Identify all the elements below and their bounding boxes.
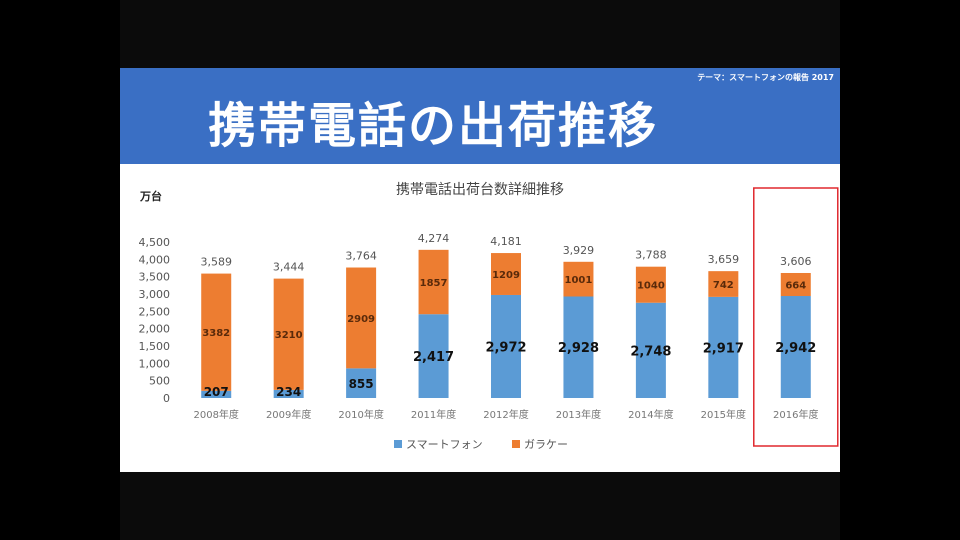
data-label-smartphone: 2,417 (413, 350, 454, 365)
y-tick-label: 3,000 (139, 288, 171, 301)
chart-area: 携帯電話出荷台数詳細推移 万台 0 500 1,000 1,500 2,000 2,500 3,… (120, 164, 840, 472)
bar-smartphone (273, 389, 304, 398)
x-tick-label: 2012年度 (483, 408, 528, 421)
y-tick-label: 1,000 (139, 357, 171, 370)
data-label-total: 3,589 (200, 256, 232, 269)
x-tick-label: 2010年度 (338, 408, 383, 421)
data-label-total: 3,444 (273, 261, 305, 274)
data-label-smartphone: 2,972 (485, 340, 526, 355)
bar-feature-phone (708, 271, 739, 297)
bar-smartphone (491, 294, 521, 398)
bar-smartphone (418, 314, 449, 398)
bar-smartphone (563, 296, 594, 398)
theme-label: テーマ：スマートフォンの報告 2017 (697, 73, 834, 82)
bar-feature-phone (201, 273, 232, 391)
legend-label-feature-phone: ガラケー (524, 438, 568, 451)
x-tick-label: 2009年度 (266, 408, 311, 421)
bar-feature-phone (491, 253, 521, 295)
bar-feature-phone (780, 272, 811, 297)
bar-feature-phone (418, 249, 449, 315)
slide-top-bar (120, 0, 840, 68)
data-label-feature-phone: 742 (713, 280, 734, 291)
data-label-total: 3,764 (345, 250, 377, 263)
y-tick-label: 1,500 (139, 340, 171, 353)
slide: テーマ：スマートフォンの報告 2017 携帯電話の出荷推移 携帯電話出荷台数詳細… (120, 0, 840, 540)
data-label-total: 3,788 (635, 249, 667, 262)
x-tick-label: 2011年度 (411, 408, 456, 421)
y-axis-unit-label: 万台 (139, 189, 162, 203)
x-tick-label: 2015年度 (701, 408, 746, 421)
y-tick-label: 2,000 (139, 323, 171, 336)
bar-feature-phone (273, 278, 304, 390)
data-label-total: 3,929 (563, 244, 595, 257)
x-tick-label: 2016年度 (773, 408, 818, 421)
y-tick-label: 2,500 (139, 305, 171, 318)
y-tick-label: 4,000 (139, 253, 171, 266)
data-label-total: 3,659 (708, 253, 740, 266)
data-label-smartphone: 234 (276, 385, 301, 399)
data-label-total: 4,274 (418, 232, 450, 245)
x-tick-label: 2008年度 (193, 408, 238, 421)
bar-smartphone (708, 296, 739, 398)
data-label-smartphone: 2,942 (775, 341, 816, 356)
legend-label-smartphone: スマートフォン (406, 438, 483, 451)
bar-smartphone (346, 368, 377, 398)
stacked-bar-chart: 携帯電話出荷台数詳細推移 万台 0 500 1,000 1,500 2,000 2,500 3,… (139, 181, 839, 451)
data-label-total: 3,606 (780, 255, 812, 268)
bar-feature-phone (346, 267, 377, 369)
data-label-smartphone: 2,748 (630, 344, 671, 359)
y-tick-label: 0 (163, 392, 170, 405)
data-label-feature-phone: 3210 (275, 330, 303, 341)
highlight-box (753, 187, 839, 447)
x-tick-label: 2013年度 (556, 408, 601, 421)
data-label-smartphone: 207 (204, 385, 229, 399)
bar-smartphone (780, 296, 811, 398)
data-label-feature-phone: 3382 (202, 328, 230, 339)
slide-title: 携帯電話の出荷推移 (208, 98, 659, 154)
chart-title: 携帯電話出荷台数詳細推移 (396, 181, 564, 198)
y-tick-label: 3,500 (139, 271, 171, 284)
y-tick-label: 4,500 (139, 236, 171, 249)
data-label-smartphone: 855 (349, 377, 374, 391)
title-banner: テーマ：スマートフォンの報告 2017 携帯電話の出荷推移 (120, 68, 840, 164)
bar-smartphone (201, 390, 232, 398)
data-label-smartphone: 2,917 (703, 341, 744, 356)
data-label-feature-phone: 2909 (347, 314, 375, 325)
data-label-feature-phone: 1001 (565, 275, 593, 286)
y-tick-label: 500 (149, 375, 170, 388)
data-label-feature-phone: 1040 (637, 281, 665, 292)
data-label-total: 4,181 (490, 235, 522, 248)
bar-feature-phone (563, 261, 594, 297)
data-label-feature-phone: 1857 (420, 278, 448, 289)
slide-bottom-bar (120, 472, 840, 540)
legend-swatch-smartphone (394, 440, 402, 448)
bar-smartphone (635, 302, 666, 398)
data-label-feature-phone: 664 (785, 281, 806, 292)
data-label-feature-phone: 1209 (492, 270, 520, 281)
legend-swatch-feature-phone (512, 440, 520, 448)
bar-feature-phone (635, 266, 666, 303)
x-tick-label: 2014年度 (628, 408, 673, 421)
data-label-smartphone: 2,928 (558, 341, 599, 356)
